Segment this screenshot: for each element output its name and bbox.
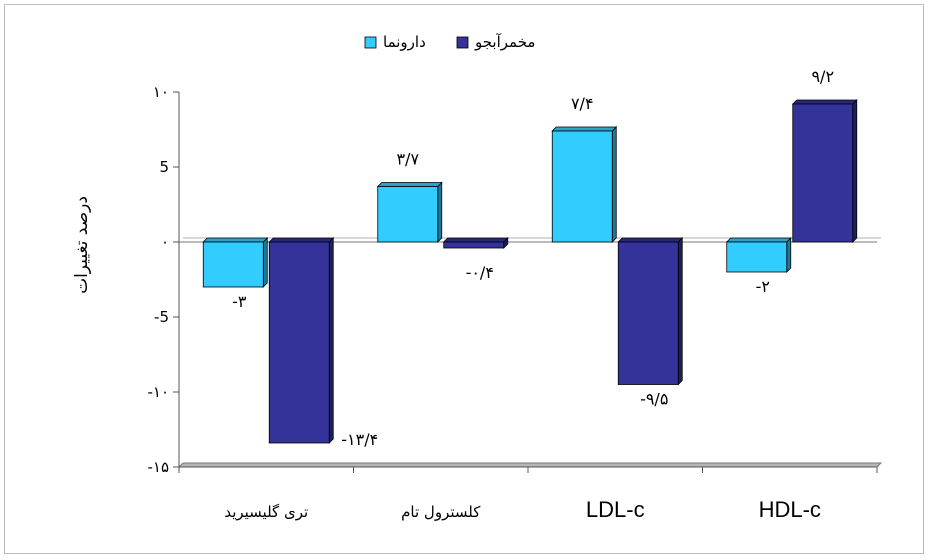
y-tick-label: 5 <box>159 158 169 176</box>
bar-top <box>725 237 792 243</box>
y-tick-label: ۱۰ <box>153 83 169 101</box>
y-tick-label: -5 <box>154 308 169 326</box>
bar-side <box>437 181 443 243</box>
bar-top <box>202 237 269 243</box>
chart-frame: مخمرآبجو دارونما درصد تغييرات ۱۰ 5 ۰ -5 -۱۰ -۱… <box>4 4 924 554</box>
bar-side <box>852 99 858 243</box>
bar-front <box>792 103 854 243</box>
bar-top <box>791 99 858 105</box>
bar-front <box>443 241 505 249</box>
bar-side <box>786 237 792 273</box>
bar-side <box>328 237 334 444</box>
category-label: ترى گليسيريد <box>224 503 308 521</box>
category-label: كلسترول تام <box>401 503 481 521</box>
bar-front <box>268 241 330 444</box>
bar-side <box>611 126 617 243</box>
bar <box>791 99 858 243</box>
category-label: LDL-c <box>586 497 645 522</box>
bar-top <box>442 237 509 243</box>
legend-item: مخمرآبجو <box>456 33 535 51</box>
y-tick-label: -۱۵ <box>147 458 169 476</box>
bar-chart: مخمرآبجو دارونما درصد تغييرات ۱۰ 5 ۰ -5 -۱۰ -۱… <box>72 33 883 522</box>
bar <box>725 237 792 273</box>
bar <box>268 237 335 444</box>
chart-floor <box>177 462 883 468</box>
bar <box>551 126 618 243</box>
bar-top <box>268 237 335 243</box>
bar-side <box>677 237 683 386</box>
bar <box>617 237 684 386</box>
bar-front <box>202 241 264 288</box>
category-label: HDL-c <box>759 497 821 522</box>
data-label: -۰/۴ <box>466 263 494 282</box>
bar-top <box>376 182 443 187</box>
y-axis-label: درصد تغييرات <box>72 196 92 294</box>
legend-label: مخمرآبجو <box>474 33 535 51</box>
bar-front <box>617 241 679 385</box>
legend-item: دارونما <box>364 33 426 51</box>
plot-area: ۱۰ 5 ۰ -5 -۱۰ -۱۵ -۳ -۱۳/۴ ترى گليسيريد ۳/۷ -۰/۴ كل… <box>147 67 883 522</box>
bar <box>376 181 443 243</box>
bar-front <box>726 241 788 273</box>
bar-top <box>551 126 618 132</box>
bar-front <box>551 130 613 243</box>
legend-label: دارونما <box>383 33 426 51</box>
bar-top <box>617 237 684 243</box>
bar <box>202 237 269 288</box>
data-label: ۳/۷ <box>396 150 419 169</box>
data-label: ۹/۲ <box>811 67 834 86</box>
data-label: ۷/۴ <box>571 94 594 113</box>
y-tick-label: ۰ <box>161 233 169 251</box>
data-label: -۳ <box>232 292 247 311</box>
y-tick-label: -۱۰ <box>147 383 169 401</box>
data-label: -۹/۵ <box>640 390 668 409</box>
data-label: -۲ <box>756 277 770 296</box>
bar-side <box>262 237 268 288</box>
legend-swatch <box>364 36 377 49</box>
bar <box>442 237 509 249</box>
legend-swatch <box>456 36 469 49</box>
bar-front <box>377 186 439 243</box>
data-label: -۱۳/۴ <box>341 430 378 449</box>
legend: مخمرآبجو دارونما <box>364 33 535 51</box>
